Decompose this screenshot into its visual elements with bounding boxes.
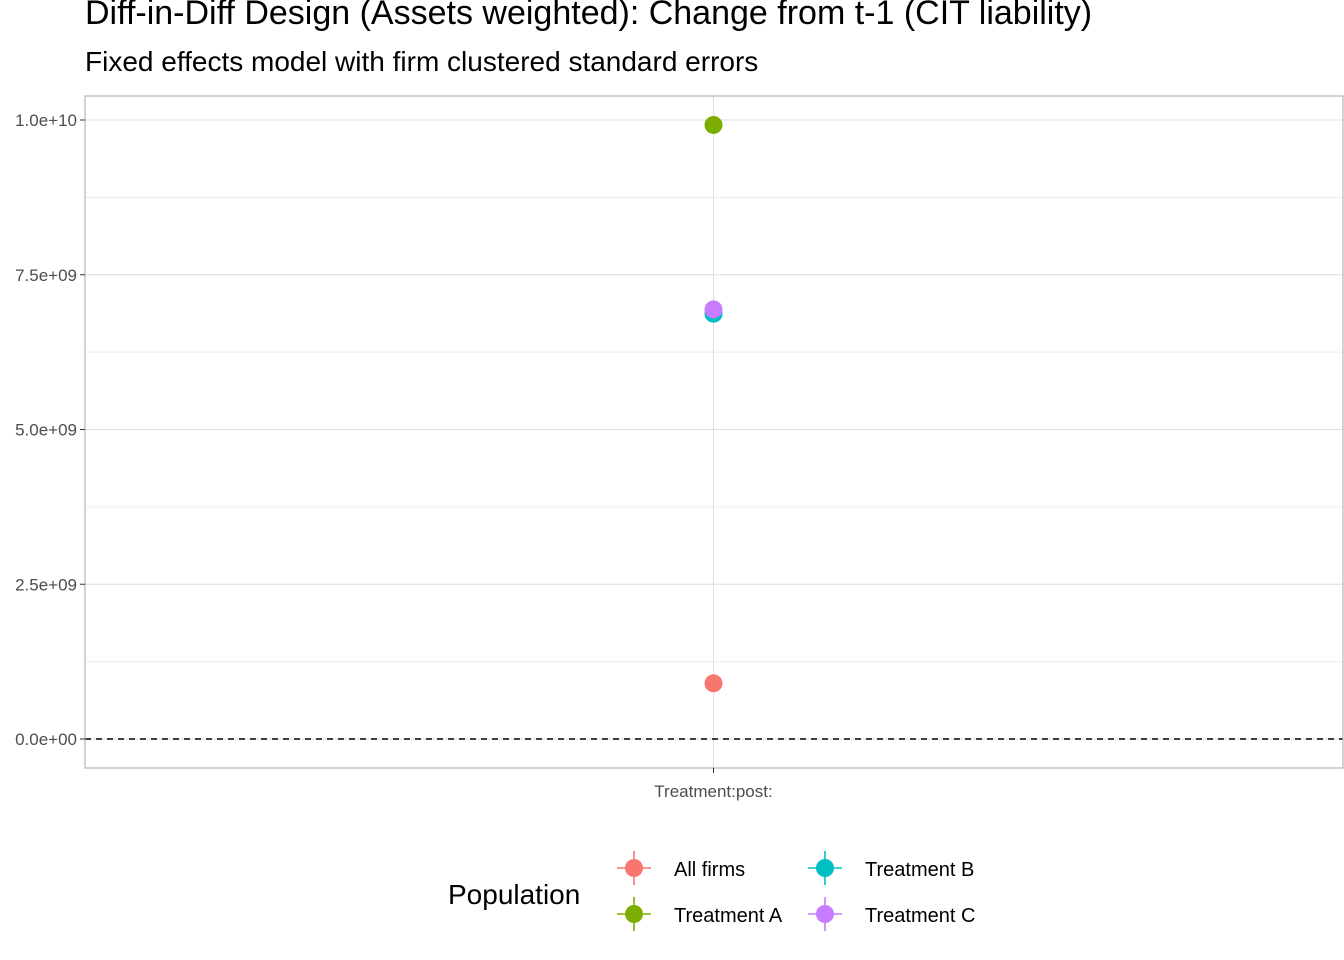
legend-key-point [816,859,834,877]
data-point-treatment-c [704,300,723,319]
grid-layer [85,96,1343,768]
legend-label: All firms [674,859,745,881]
legend-key-point [816,905,834,923]
y-tick-label: 0.0e+00 [15,730,77,749]
legend-title: Population [448,879,580,910]
legend-key-point [625,859,643,877]
legend-label: Treatment A [674,905,783,927]
axis-layer: 0.0e+00 2.5e+09 5.0e+09 7.5e+09 1.0e+10 Treat… [15,111,773,801]
y-tick-label: 7.5e+09 [15,266,77,285]
y-tick-label: 1.0e+10 [15,111,77,130]
points-layer [704,115,723,693]
legend-item-treatment-b: Treatment B [808,851,974,885]
legend-key-point [625,905,643,923]
y-tick-label: 2.5e+09 [15,575,77,594]
x-tick-label: Treatment:post: [654,782,772,801]
data-point-all-firms [704,674,723,693]
legend: Population All firms Treatment A Treatment … [448,851,975,931]
legend-label: Treatment B [865,859,974,881]
legend-item-treatment-c: Treatment C [808,897,975,931]
legend-item-treatment-a: Treatment A [617,897,783,931]
chart-title: Diff-in-Diff Design (Assets weighted): C… [85,0,1093,32]
legend-item-all-firms: All firms [617,851,745,885]
data-point-treatment-a [704,115,723,134]
legend-label: Treatment C [865,905,975,927]
chart-subtitle: Fixed effects model with firm clustered … [85,46,759,77]
y-tick-label: 5.0e+09 [15,421,77,440]
